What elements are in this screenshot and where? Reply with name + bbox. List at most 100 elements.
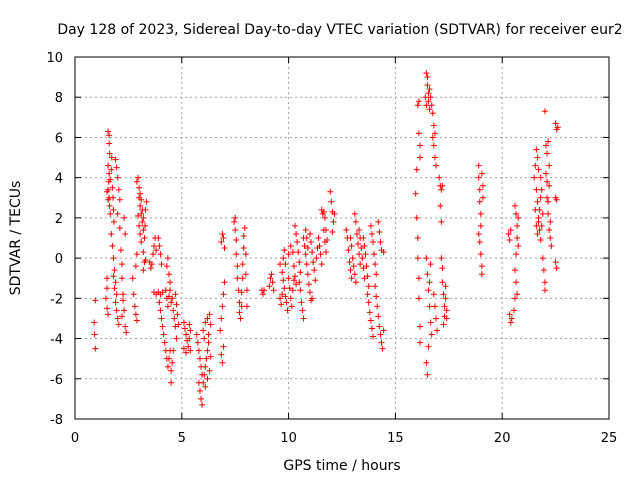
data-point <box>138 210 145 217</box>
data-point <box>287 295 294 302</box>
data-point <box>280 277 287 284</box>
data-point <box>357 261 364 268</box>
y-tick-labels: -8 -6 -4 -2 0 2 4 6 8 10 <box>46 51 63 428</box>
data-point <box>423 70 430 77</box>
data-point <box>242 251 249 258</box>
data-point <box>147 265 154 272</box>
data-point <box>165 293 172 300</box>
data-point <box>546 226 553 233</box>
y-tick-label: -4 <box>50 333 63 348</box>
data-point <box>317 251 324 258</box>
data-point <box>541 279 548 286</box>
data-point <box>174 311 181 318</box>
y-tick-label: 4 <box>55 172 63 187</box>
data-point <box>153 247 160 254</box>
data-point <box>415 275 422 282</box>
data-point <box>415 98 422 105</box>
data-point <box>304 271 311 278</box>
data-point <box>302 251 309 258</box>
data-point <box>423 255 430 262</box>
data-point <box>476 239 483 246</box>
data-point <box>377 331 384 338</box>
data-point <box>194 339 201 346</box>
data-point <box>375 313 382 320</box>
data-point <box>380 249 387 256</box>
data-point <box>151 243 158 250</box>
data-point <box>347 235 354 241</box>
data-point <box>281 285 288 292</box>
data-point <box>170 307 177 314</box>
data-point <box>158 261 165 268</box>
data-point <box>541 287 548 294</box>
data-point <box>121 307 128 314</box>
data-point <box>413 166 420 173</box>
data-point <box>505 230 512 237</box>
data-point <box>358 245 365 252</box>
data-point <box>306 230 313 237</box>
data-point <box>438 186 445 193</box>
data-point <box>241 224 248 231</box>
data-point <box>105 128 112 135</box>
data-point <box>266 283 273 290</box>
data-point <box>373 293 380 300</box>
data-point <box>91 319 98 326</box>
data-point <box>296 279 303 286</box>
data-point <box>544 178 551 185</box>
data-point <box>156 299 163 306</box>
data-point <box>478 263 485 270</box>
data-point <box>170 347 177 354</box>
data-point <box>434 327 441 334</box>
data-point <box>513 279 520 286</box>
data-point <box>160 331 167 338</box>
data-point <box>169 295 176 302</box>
data-point <box>235 287 242 294</box>
data-point <box>514 291 521 298</box>
data-point <box>136 184 143 191</box>
data-point <box>239 261 246 268</box>
data-point <box>309 295 316 302</box>
data-point <box>424 271 431 278</box>
x-tick-label: 10 <box>280 431 297 446</box>
data-point <box>284 307 291 314</box>
data-point <box>186 335 193 342</box>
data-point <box>140 226 147 233</box>
data-point <box>233 237 240 244</box>
data-point <box>140 214 147 221</box>
data-point <box>476 198 483 205</box>
data-point <box>554 124 561 131</box>
data-point <box>133 251 140 258</box>
data-point <box>136 222 143 229</box>
data-point <box>429 110 436 117</box>
y-tick-label: -8 <box>50 413 63 428</box>
data-point <box>106 140 113 147</box>
data-point <box>142 206 149 213</box>
data-point <box>476 186 483 193</box>
data-point <box>352 279 359 286</box>
data-point <box>236 299 243 306</box>
data-point <box>303 261 310 268</box>
data-point <box>135 174 142 181</box>
data-point <box>546 182 553 189</box>
data-point <box>283 299 290 306</box>
data-point <box>198 395 205 402</box>
data-point <box>296 259 303 266</box>
data-point <box>479 182 486 189</box>
data-point <box>414 235 421 241</box>
data-point <box>553 196 560 203</box>
data-point <box>155 235 162 241</box>
data-point <box>105 196 112 203</box>
data-point <box>537 174 544 181</box>
data-point <box>204 315 211 322</box>
data-point <box>536 206 543 213</box>
data-point <box>351 271 358 278</box>
data-point <box>219 359 226 366</box>
data-point <box>348 243 355 250</box>
data-point <box>282 261 289 268</box>
data-point <box>430 122 437 129</box>
data-point <box>477 251 484 258</box>
data-point <box>414 102 421 109</box>
data-point <box>375 218 382 225</box>
data-point <box>281 247 288 254</box>
data-point <box>330 218 337 225</box>
data-point <box>547 235 554 241</box>
